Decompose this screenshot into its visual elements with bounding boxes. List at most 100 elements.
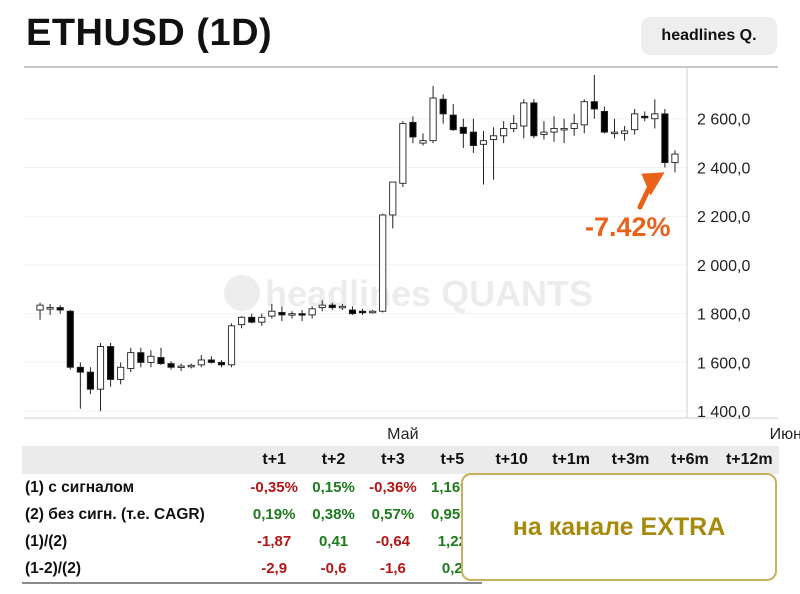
header-cell: t+5 — [422, 446, 483, 474]
candle-body — [550, 128, 558, 133]
candle-down — [439, 94, 447, 124]
candle-body — [187, 364, 195, 368]
candle-up — [96, 342, 105, 412]
candle-up — [610, 118, 619, 139]
candle-body — [227, 325, 236, 366]
candle-up — [147, 350, 155, 368]
candle-up — [36, 302, 44, 320]
candle-body — [46, 307, 54, 310]
candle-down — [469, 118, 477, 153]
candle-body — [479, 140, 488, 145]
price-tick-label: 2 400,0 — [697, 160, 750, 177]
candle-up — [308, 306, 316, 319]
candle-up — [540, 121, 548, 140]
price-tick-label: 2 600,0 — [697, 112, 750, 129]
table-header-row: t+1 t+2 t+3 t+5 t+10 t+1m t+3m t+6m t+12… — [22, 446, 779, 474]
drop-percent-label: -7.42% — [585, 212, 671, 242]
candle-body — [489, 135, 498, 140]
candle-body — [298, 313, 306, 316]
value-cell: 0,19% — [252, 506, 296, 523]
candle-up — [369, 310, 377, 314]
candle-down — [167, 361, 175, 370]
value-cell: -0,35% — [250, 479, 298, 496]
candle-up — [500, 121, 508, 144]
candle-down — [248, 313, 256, 324]
candle-body — [510, 123, 518, 129]
candle-body — [177, 365, 185, 368]
header-cell: t+12m — [719, 446, 779, 474]
candle-down — [641, 111, 649, 122]
candle-down — [530, 99, 538, 139]
value-cell: -1,6 — [363, 555, 423, 584]
candle-up — [318, 300, 326, 312]
candle-up — [479, 130, 488, 185]
candle-body — [167, 363, 175, 368]
candle-body — [238, 316, 246, 326]
candle-body — [358, 310, 367, 314]
candle-up — [651, 99, 659, 129]
candle-body — [540, 131, 548, 136]
candle-down — [157, 347, 165, 365]
value-cell: 0,57% — [371, 506, 415, 523]
candle-up — [419, 133, 427, 146]
chart-title: ETHUSD (1D) — [26, 12, 273, 54]
candle-up — [510, 115, 518, 133]
channel-badge[interactable]: headlines Q. — [641, 17, 777, 55]
row-label: (2) без сигн. (т.е. CAGR) — [25, 505, 205, 523]
header-cell: t+3 — [363, 446, 423, 474]
candle-down — [328, 302, 336, 311]
candle-body — [308, 308, 316, 316]
candle-up — [580, 99, 588, 134]
candle-down — [86, 367, 95, 395]
candle-up — [238, 316, 246, 329]
candle-body — [96, 346, 105, 390]
candle-body — [207, 359, 215, 363]
candle-body — [217, 361, 226, 366]
candle-body — [86, 371, 95, 390]
candlestick-chart: headlines QUANTS 1 400,0 1 600,0 1 800,0 2 … — [24, 68, 800, 443]
candle-body — [641, 115, 649, 119]
header-divider — [24, 66, 778, 68]
candle-body — [107, 346, 115, 380]
month-tick-label: Июн — [770, 426, 800, 443]
candle-up — [288, 311, 296, 319]
candle-up — [117, 362, 125, 385]
candle-body — [197, 359, 205, 366]
candle-up — [620, 126, 629, 141]
price-tick-label: 2 200,0 — [697, 209, 750, 226]
y-gridlines — [24, 118, 687, 412]
candle-up — [389, 181, 397, 229]
watermark-logo-icon — [224, 275, 260, 311]
candle-body — [117, 366, 125, 380]
candle-body — [459, 126, 467, 134]
extra-channel-label: на канале EXTRA — [512, 512, 726, 541]
candle-down — [590, 74, 598, 119]
price-tick-label: 1 800,0 — [697, 307, 750, 324]
candle-up — [489, 127, 498, 180]
candle-body — [409, 121, 417, 138]
candle-body — [631, 113, 639, 131]
header-cell: t+10 — [482, 446, 542, 474]
candle-body — [560, 128, 568, 131]
candle-up — [560, 118, 568, 144]
candle-body — [570, 123, 578, 129]
candle-body — [590, 101, 598, 110]
candle-up — [399, 121, 407, 187]
candle-up — [520, 99, 528, 139]
candle-body — [449, 114, 457, 131]
candle-down — [449, 104, 457, 131]
header-cell: t+1 — [244, 446, 304, 474]
candle-body — [338, 305, 346, 309]
arrow-up-icon — [637, 172, 665, 210]
price-tick-label: 2 000,0 — [697, 258, 750, 275]
value-cell: -0,6 — [303, 555, 364, 584]
candle-body — [278, 311, 286, 316]
candle-up — [227, 323, 236, 368]
extra-channel-box[interactable]: на канале EXTRA — [461, 473, 777, 581]
candle-body — [530, 102, 538, 137]
table-row: (1) с сигналом -0,35% 0,15% -0,36% 1,16% — [22, 474, 779, 501]
candle-body — [258, 316, 266, 323]
candle-body — [147, 355, 155, 363]
candle-body — [469, 131, 477, 146]
candle-down — [298, 310, 306, 321]
